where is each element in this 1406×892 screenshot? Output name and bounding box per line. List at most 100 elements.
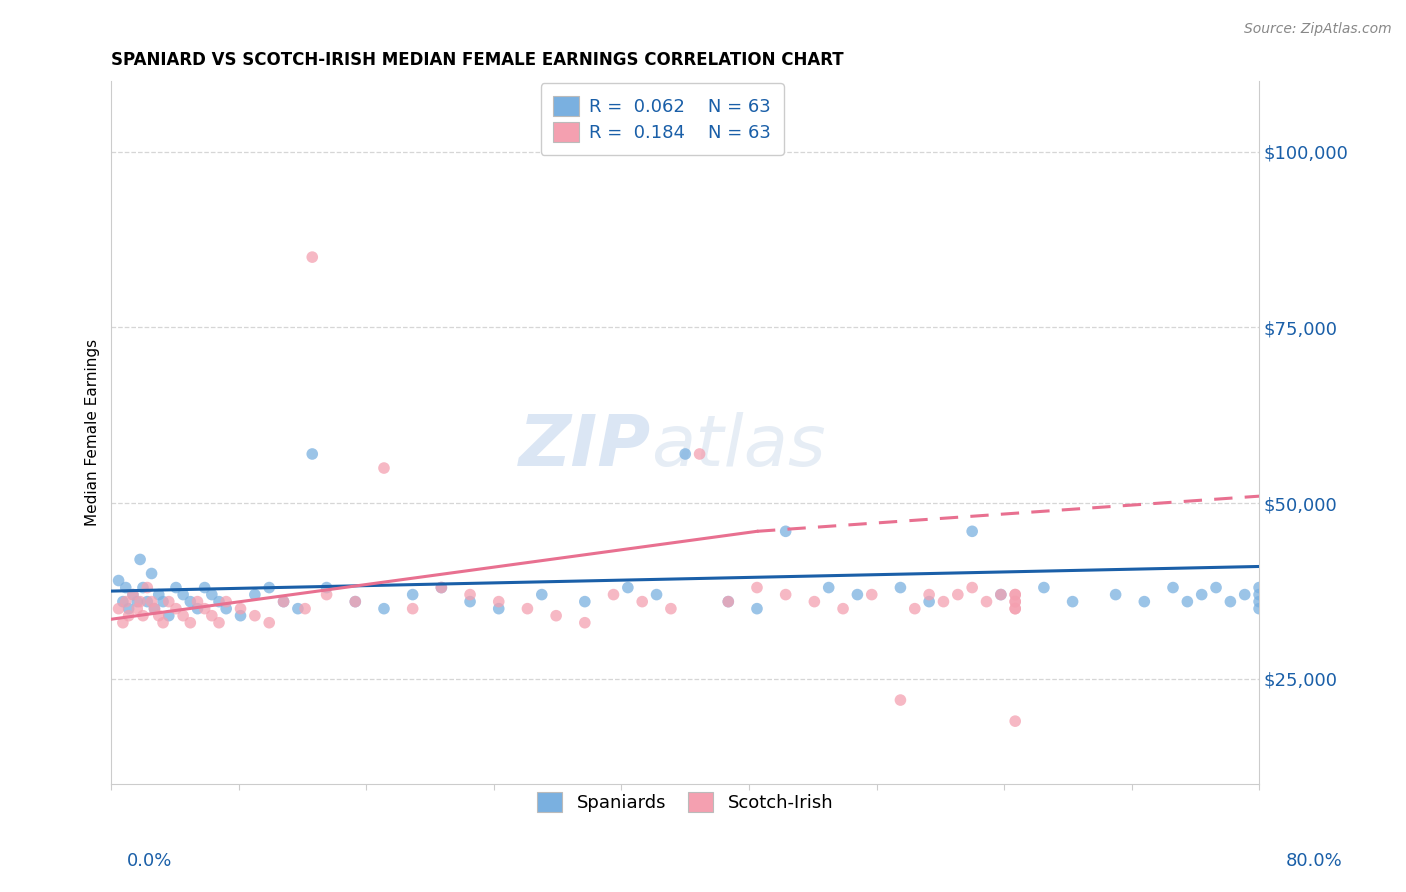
Point (717, 594, 740, 608)
Point (1004, 588, 1026, 602)
Point (111, 615, 134, 630)
Point (659, 601, 682, 615)
Point (846, 588, 869, 602)
Point (860, 588, 883, 602)
Point (165, 581, 187, 595)
Point (129, 594, 152, 608)
Point (1062, 594, 1084, 608)
Point (990, 588, 1012, 602)
Point (194, 581, 217, 595)
Point (775, 524, 797, 539)
Point (602, 588, 624, 602)
Point (172, 588, 194, 602)
Point (287, 601, 309, 615)
Point (430, 581, 453, 595)
Point (132, 581, 155, 595)
Text: atlas: atlas (651, 412, 825, 482)
Text: SPANIARD VS SCOTCH-IRISH MEDIAN FEMALE EARNINGS CORRELATION CHART: SPANIARD VS SCOTCH-IRISH MEDIAN FEMALE E… (111, 51, 844, 69)
Point (990, 588, 1012, 602)
Point (1233, 588, 1256, 602)
Point (179, 615, 201, 630)
Point (960, 581, 983, 595)
Point (141, 594, 163, 608)
Point (301, 250, 323, 264)
Point (1205, 581, 1227, 595)
Point (1004, 601, 1026, 615)
Point (129, 552, 152, 566)
Point (132, 608, 155, 623)
Point (1249, 601, 1271, 615)
Point (243, 608, 266, 623)
Point (141, 566, 163, 581)
Point (889, 693, 911, 707)
Point (932, 594, 955, 608)
Point (817, 581, 839, 595)
Point (194, 601, 217, 615)
Point (117, 601, 139, 615)
Point (127, 594, 149, 608)
Point (402, 588, 425, 602)
Point (215, 594, 238, 608)
Point (960, 524, 983, 539)
Point (458, 594, 481, 608)
Point (201, 588, 224, 602)
Text: 0.0%: 0.0% (127, 852, 172, 870)
Point (904, 601, 927, 615)
Point (152, 594, 174, 608)
Point (617, 581, 640, 595)
Point (1032, 581, 1054, 595)
Point (889, 581, 911, 595)
Point (114, 594, 136, 608)
Point (1004, 594, 1026, 608)
Text: 80.0%: 80.0% (1286, 852, 1343, 870)
Point (574, 594, 596, 608)
Point (631, 594, 654, 608)
Point (208, 594, 231, 608)
Point (1175, 594, 1198, 608)
Point (111, 594, 134, 608)
Point (273, 594, 295, 608)
Point (373, 461, 395, 475)
Point (689, 447, 711, 461)
Point (430, 581, 453, 595)
Point (745, 581, 768, 595)
Point (803, 594, 825, 608)
Point (775, 588, 797, 602)
Point (315, 588, 337, 602)
Legend: Spaniards, Scotch-Irish: Spaniards, Scotch-Irish (524, 780, 846, 824)
Point (243, 588, 266, 602)
Point (229, 608, 252, 623)
Point (673, 447, 696, 461)
Point (301, 447, 323, 461)
Point (832, 601, 855, 615)
Point (546, 608, 568, 623)
Point (107, 601, 129, 615)
Point (157, 594, 180, 608)
Point (136, 594, 159, 608)
Point (918, 594, 941, 608)
Point (1004, 588, 1026, 602)
Point (165, 601, 187, 615)
Point (1249, 594, 1271, 608)
Point (1004, 601, 1026, 615)
Point (745, 601, 768, 615)
Point (976, 594, 998, 608)
Point (257, 615, 280, 630)
Point (530, 588, 553, 602)
Point (117, 608, 139, 623)
Point (157, 608, 180, 623)
Point (201, 608, 224, 623)
Point (143, 601, 166, 615)
Point (1219, 594, 1241, 608)
Point (1004, 594, 1026, 608)
Point (946, 588, 969, 602)
Point (172, 608, 194, 623)
Point (1249, 588, 1271, 602)
Point (1104, 588, 1126, 602)
Point (918, 588, 941, 602)
Point (294, 601, 316, 615)
Point (344, 594, 367, 608)
Point (136, 581, 159, 595)
Point (122, 588, 145, 602)
Y-axis label: Median Female Earnings: Median Female Earnings (86, 339, 100, 526)
